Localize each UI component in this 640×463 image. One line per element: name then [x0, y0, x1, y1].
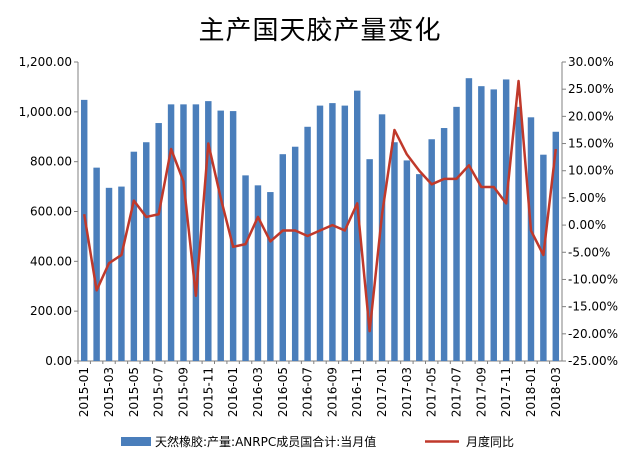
x-tick-label: 2016-03: [251, 367, 265, 417]
bar: [279, 154, 286, 361]
x-tick-label: 2016-01: [226, 367, 240, 417]
y-right-tick-label: -20.00%: [568, 327, 618, 341]
bar: [205, 101, 212, 361]
bar: [217, 110, 224, 362]
x-tick-label: 2015-03: [102, 367, 116, 417]
y-right-tick-label: 0.00%: [568, 218, 606, 232]
bar: [93, 167, 100, 361]
bar: [254, 185, 262, 361]
bar: [552, 131, 560, 361]
y-right-tick-label: 25.00%: [568, 82, 614, 96]
y-left-tick-label: 800.00: [30, 155, 72, 169]
bar: [502, 79, 510, 362]
chart-title: 主产国天胶产量变化: [198, 16, 442, 46]
x-tick-label: 2015-01: [77, 367, 91, 417]
x-tick-label: 2017-03: [400, 367, 414, 417]
x-tick-label: 2017-11: [499, 367, 513, 417]
y-left-tick-label: 200.00: [30, 304, 72, 318]
bar: [416, 174, 423, 361]
bar: [242, 175, 249, 361]
bar: [291, 146, 299, 361]
bar: [428, 139, 435, 361]
y-right-tick-label: -10.00%: [568, 272, 618, 286]
bar: [316, 105, 324, 362]
bar: [366, 159, 373, 361]
bar: [440, 128, 448, 361]
x-tick-label: 2018-03: [549, 367, 563, 417]
y-left-tick-label: 600.00: [30, 205, 72, 219]
bar: [105, 187, 113, 361]
x-tick-label: 2017-01: [375, 367, 389, 417]
bar: [341, 105, 349, 362]
x-tick-label: 2018-01: [524, 367, 538, 417]
x-tick-label: 2015-05: [127, 367, 141, 417]
line-path: [82, 79, 558, 333]
bar: [527, 117, 535, 361]
legend-bar-swatch: [121, 437, 151, 446]
x-tick-label: 2017-07: [450, 367, 464, 417]
legend: 天然橡胶:产量:ANRPC成员国合计:当月值 月度同比: [121, 434, 514, 449]
x-tick-label: 2016-11: [350, 367, 364, 417]
bar: [167, 104, 175, 361]
y-left-tick-label: 400.00: [30, 254, 72, 268]
x-tick-label: 2015-09: [176, 367, 190, 417]
bar: [515, 106, 522, 361]
x-tick-label: 2017-05: [425, 367, 439, 417]
x-tick-label: 2016-05: [276, 367, 290, 417]
y-left-tick-label: 1,000.00: [19, 105, 72, 119]
bar-series: [80, 78, 560, 362]
bar: [80, 99, 88, 361]
bar: [155, 123, 162, 361]
bar: [229, 111, 237, 361]
bar: [540, 154, 547, 361]
bar: [465, 78, 473, 361]
bar: [354, 90, 361, 361]
x-tick-label: 2016-09: [325, 367, 339, 417]
bar: [180, 104, 187, 361]
line-series: [82, 79, 558, 333]
y-left-tick-label: 1,200.00: [19, 55, 72, 69]
y-left-tick-label: 0.00: [45, 354, 72, 368]
bar: [391, 142, 398, 361]
bar: [329, 103, 336, 362]
bar: [403, 160, 411, 361]
x-tick-label: 2015-07: [152, 367, 166, 417]
bar: [192, 104, 200, 361]
bar: [118, 186, 125, 361]
y-right-tick-label: 5.00%: [568, 191, 606, 205]
bar: [304, 126, 311, 362]
y-right-tick-label: 15.00%: [568, 137, 614, 151]
y-right-tick-label: 30.00%: [568, 55, 614, 69]
y-right-tick-label: -25.00%: [568, 354, 618, 368]
y-right-tick-label: -15.00%: [568, 300, 618, 314]
bar: [453, 106, 460, 361]
bar: [478, 86, 485, 362]
legend-line-label: 月度同比: [466, 434, 514, 449]
x-tick-label: 2016-07: [301, 367, 315, 417]
bar: [378, 114, 386, 361]
bar: [490, 89, 497, 362]
legend-bar-label: 天然橡胶:产量:ANRPC成员国合计:当月值: [155, 434, 376, 449]
bar: [267, 192, 274, 361]
bar: [143, 142, 150, 361]
x-tick-label: 2015-11: [201, 367, 215, 417]
x-tick-label: 2017-09: [474, 367, 488, 417]
bar: [130, 151, 138, 361]
y-right-tick-label: 20.00%: [568, 109, 614, 123]
y-right-tick-label: -5.00%: [568, 245, 610, 259]
y-right-tick-label: 10.00%: [568, 164, 614, 178]
